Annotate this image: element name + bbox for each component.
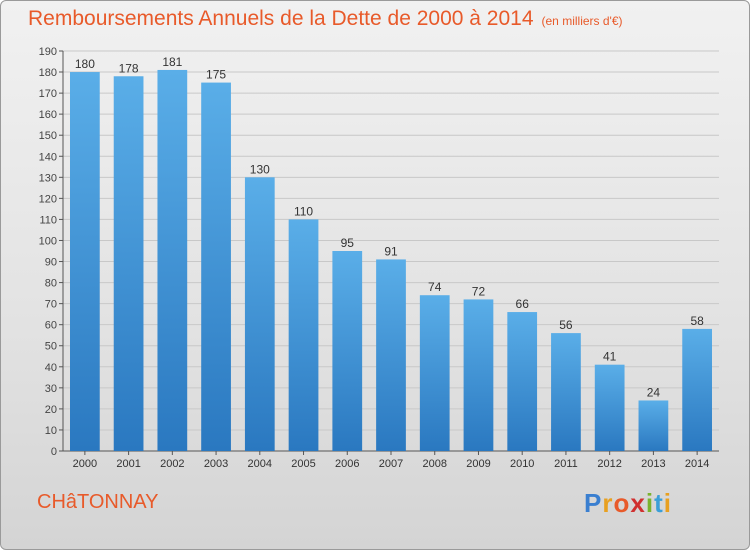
data-label: 66 [516, 297, 530, 311]
data-label: 74 [428, 280, 442, 294]
data-label: 24 [647, 385, 661, 399]
y-tick-label: 150 [39, 130, 57, 142]
bar [157, 69, 188, 452]
logo-letter: r [602, 488, 614, 518]
logo-letter: P [584, 488, 603, 518]
y-tick-label: 180 [39, 67, 57, 79]
x-tick-label: 2013 [641, 458, 665, 470]
y-tick-label: 50 [45, 341, 57, 353]
logo-letter: i [663, 488, 672, 518]
bar [69, 72, 100, 451]
x-tick-label: 2011 [554, 458, 578, 470]
bar [113, 76, 144, 452]
proxiti-logo: Proxiti [584, 488, 672, 519]
y-tick-label: 100 [39, 235, 57, 247]
bar [244, 177, 275, 451]
y-tick-label: 20 [45, 404, 57, 416]
y-tick-label: 110 [39, 214, 57, 226]
y-tick-label: 120 [39, 193, 57, 205]
y-tick-label: 0 [51, 446, 57, 458]
y-tick-label: 190 [39, 46, 57, 58]
y-tick-label: 170 [39, 88, 57, 100]
bar [419, 295, 450, 451]
data-label: 72 [472, 284, 486, 298]
y-tick-label: 40 [45, 362, 57, 374]
data-label: 181 [162, 55, 182, 69]
y-tick-label: 60 [45, 320, 57, 332]
bar [201, 82, 231, 451]
x-tick-label: 2001 [116, 458, 140, 470]
x-tick-label: 2002 [160, 458, 184, 470]
data-label: 130 [250, 162, 270, 176]
y-tick-label: 130 [39, 172, 57, 184]
chart-subtitle: (en milliers d'€) [541, 14, 623, 28]
bar [376, 259, 406, 451]
x-tick-label: 2007 [379, 458, 403, 470]
y-tick-label: 160 [39, 109, 57, 121]
y-tick-label: 90 [45, 257, 57, 269]
data-label: 91 [384, 244, 398, 258]
logo-letter: o [613, 488, 631, 518]
place-name: CHâTONNAY [37, 491, 159, 513]
data-label: 110 [294, 204, 313, 218]
x-tick-label: 2000 [73, 458, 97, 470]
x-tick-label: 2006 [335, 458, 359, 470]
logo-letter: x [630, 488, 646, 518]
bar [551, 333, 581, 451]
chart-title: Remboursements Annuels de la Dette de 20… [28, 7, 623, 31]
logo-letter: i [645, 488, 655, 518]
data-label: 180 [75, 57, 95, 71]
data-label: 95 [341, 236, 355, 250]
y-tick-label: 140 [39, 151, 57, 163]
data-label: 58 [690, 314, 704, 328]
bar [463, 299, 494, 451]
y-tick-label: 80 [45, 278, 57, 290]
y-tick-label: 10 [45, 425, 57, 437]
x-tick-label: 2005 [291, 458, 315, 470]
bar [332, 251, 363, 451]
bar [507, 312, 538, 451]
bar [288, 219, 319, 451]
data-label: 175 [206, 68, 226, 82]
data-label: 56 [559, 318, 573, 332]
logo-letter: t [654, 488, 664, 518]
x-tick-label: 2003 [204, 458, 228, 470]
x-tick-label: 2009 [466, 458, 490, 470]
y-tick-label: 30 [45, 383, 57, 395]
bar [638, 400, 669, 451]
data-label: 178 [119, 61, 139, 75]
data-label: 41 [603, 350, 617, 364]
chart-title-text: Remboursements Annuels de la Dette de 20… [28, 7, 534, 30]
bar [594, 364, 625, 451]
bar-layer: 180 178 181 175 130 110 95 91 74 72 66 56 41 24 58 [69, 55, 713, 452]
x-tick-label: 2014 [685, 458, 709, 470]
x-tick-label: 2012 [597, 458, 621, 470]
x-tick-label: 2004 [248, 458, 272, 470]
y-tick-label: 70 [45, 299, 57, 311]
bar [682, 328, 713, 451]
x-tick-label: 2008 [422, 458, 446, 470]
x-tick-label: 2010 [510, 458, 534, 470]
